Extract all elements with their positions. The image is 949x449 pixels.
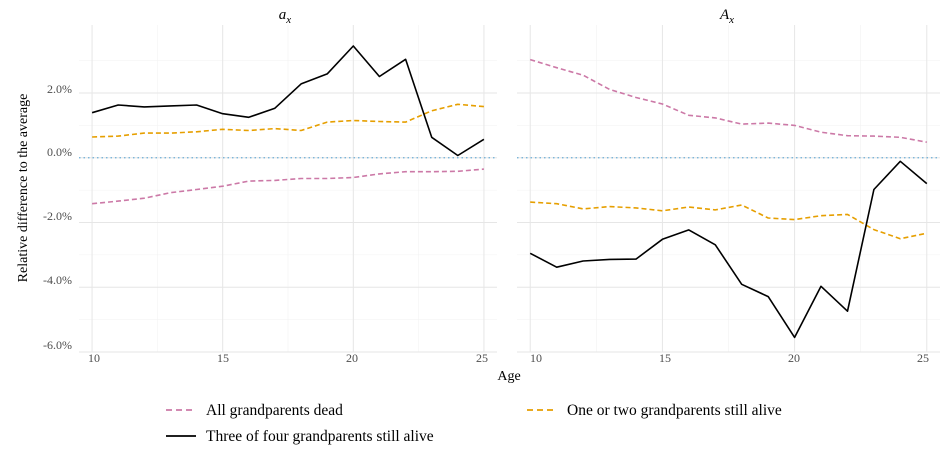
legend-label: Three of four grandparents still alive xyxy=(206,428,434,445)
x-tick-labels-left: 10 15 20 25 xyxy=(88,351,488,365)
legend-item: One or two grandparents still alive xyxy=(527,402,782,419)
x-tick-label: 20 xyxy=(788,351,800,365)
series-line xyxy=(92,103,484,138)
panel-title-subscript: x xyxy=(728,14,734,26)
x-tick-label: 25 xyxy=(476,351,488,365)
legend-label: One or two grandparents still alive xyxy=(567,402,782,419)
x-tick-label: 20 xyxy=(346,351,358,365)
legend-item: Three of four grandparents still alive xyxy=(166,428,434,445)
x-tick-label: 15 xyxy=(659,351,671,365)
panel xyxy=(79,25,497,353)
series-line xyxy=(529,160,928,339)
y-tick-label: 0.0% xyxy=(47,145,72,159)
series-line xyxy=(92,168,484,205)
panel-title-subscript: x xyxy=(285,14,291,26)
chart-panels xyxy=(79,25,940,353)
x-tick-label: 15 xyxy=(217,351,229,365)
x-tick-label: 10 xyxy=(530,351,542,365)
x-tick-labels-right: 10 15 20 25 xyxy=(530,351,929,365)
panel-title-left: ax xyxy=(279,7,292,26)
x-tick-label: 10 xyxy=(88,351,100,365)
panel xyxy=(517,25,940,353)
y-axis-title: Relative difference to the average xyxy=(16,94,31,283)
series-line xyxy=(529,58,927,143)
y-tick-label: -6.0% xyxy=(43,338,72,352)
legend-label: All grandparents dead xyxy=(206,402,343,419)
y-tick-label: -4.0% xyxy=(43,273,72,287)
panel-title-base: a xyxy=(279,7,287,23)
y-tick-label: 2.0% xyxy=(47,82,72,96)
y-tick-label: -2.0% xyxy=(43,209,72,223)
legend: All grandparents dead One or two grandpa… xyxy=(166,402,782,445)
y-tick-labels: 2.0% 0.0% -2.0% -4.0% -6.0% xyxy=(43,82,72,352)
series-line xyxy=(530,201,927,240)
panel-title-right: Ax xyxy=(719,7,734,26)
legend-item: All grandparents dead xyxy=(166,402,343,419)
x-tick-label: 25 xyxy=(917,351,929,365)
panel-title-base: A xyxy=(719,7,730,23)
series-line xyxy=(91,45,485,157)
x-axis-title: Age xyxy=(497,369,520,384)
